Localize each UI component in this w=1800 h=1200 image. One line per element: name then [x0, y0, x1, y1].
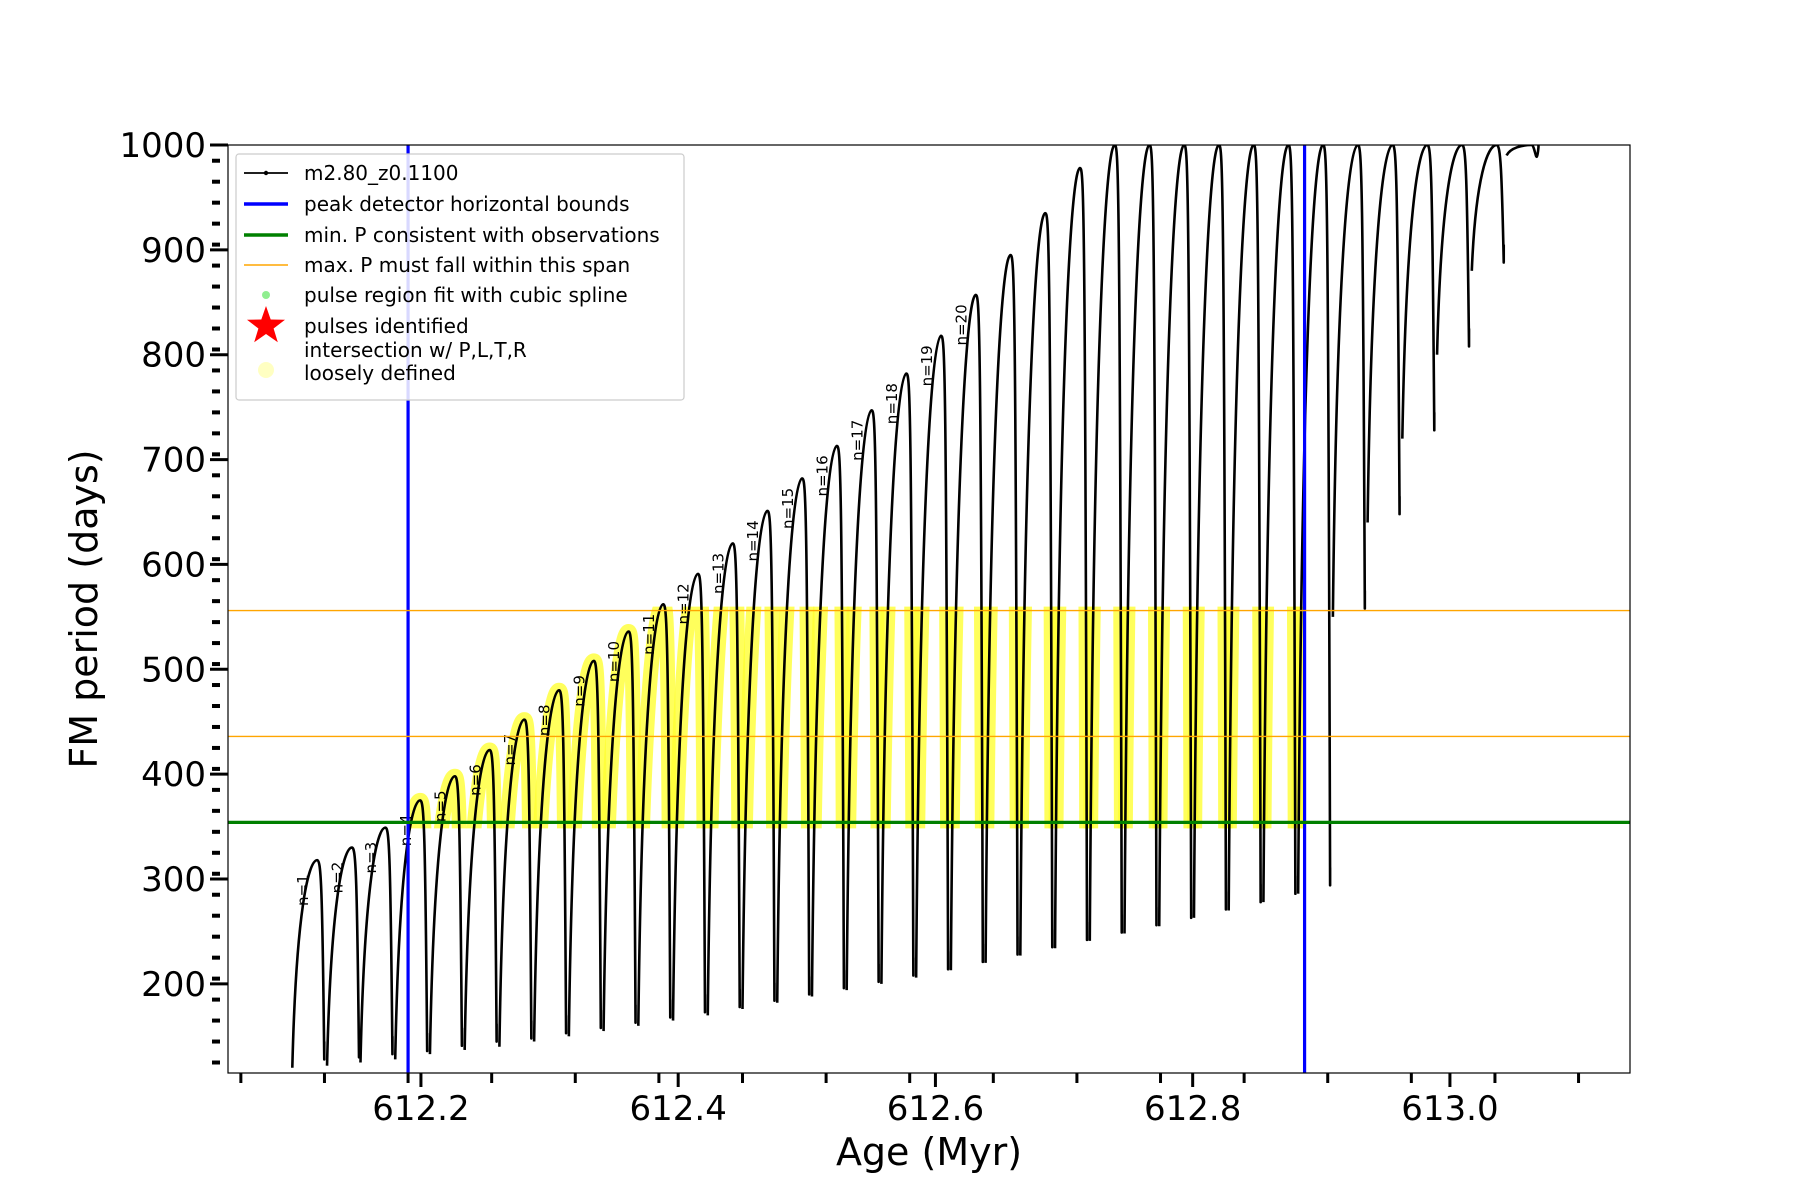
pulse-curve-14 — [741, 509, 776, 1010]
pulse-label-4: n=4 — [397, 815, 415, 847]
pulse-curve-5 — [428, 774, 464, 1055]
y-tick-label: 500 — [141, 650, 206, 690]
pulse-curve-4 — [393, 799, 429, 1060]
pulse-curve-11 — [637, 602, 672, 1026]
pulse-label-1: n=1 — [294, 874, 312, 906]
pulse-label-18: n=18 — [883, 383, 901, 424]
pulse-curve-17 — [845, 408, 880, 991]
x-tick-label: 613.0 — [1401, 1089, 1498, 1129]
x-tick-label: 612.6 — [887, 1089, 984, 1129]
y-tick-label: 1000 — [119, 126, 206, 166]
pulse-curve-6 — [463, 748, 498, 1050]
legend-box — [235, 153, 685, 401]
pulse-label-7: n=7 — [501, 734, 519, 766]
pulse-curve-16 — [810, 444, 846, 997]
pulse-curve-10 — [602, 630, 637, 1032]
y-tick-label: 200 — [141, 965, 206, 1005]
pulse-curve-13 — [706, 542, 742, 1016]
legend-label-2: peak detector horizontal bounds — [304, 192, 630, 216]
pulse-label-11: n=11 — [640, 614, 658, 655]
pulse-label-5: n=5 — [432, 790, 450, 822]
pulse-curve-19 — [914, 334, 950, 978]
pulse-curve-21 — [984, 253, 1019, 963]
pulse-curve-26 — [1157, 145, 1193, 927]
pulse-curve-8 — [532, 688, 568, 1042]
pulse-label-20: n=20 — [952, 304, 970, 345]
pulse-label-6: n=6 — [466, 764, 484, 796]
pulse-label-9: n=9 — [570, 675, 588, 707]
pulse-curve-20 — [949, 293, 985, 971]
y-axis-label: FM period (days) — [62, 449, 106, 768]
pulse-curve-15 — [775, 477, 811, 1003]
pulse-curve-12 — [671, 572, 707, 1021]
pulse-curve-1 — [291, 858, 326, 1068]
legend-label-3: min. P consistent with observations — [304, 223, 660, 247]
legend-label-7: intersection w/ P,L,T,R — [304, 338, 527, 362]
legend-marker-6 — [247, 306, 285, 343]
y-tick-label: 800 — [141, 336, 206, 376]
legend-label-4: max. P must fall within this span — [304, 253, 630, 277]
pulse-curve-23 — [1053, 166, 1089, 949]
pulse-curve-18 — [880, 372, 915, 984]
legend-label-6: pulses identified — [304, 314, 469, 338]
y-tick-label: 300 — [141, 860, 206, 900]
legend-marker-7 — [258, 362, 274, 378]
pulse-label-10: n=10 — [605, 641, 623, 682]
legend-marker-5 — [262, 291, 270, 299]
axes-frame — [227, 144, 1631, 1074]
pulse-curve-22 — [1019, 211, 1054, 956]
pulse-label-12: n=12 — [675, 583, 693, 624]
pulse-curve-3 — [359, 826, 394, 1063]
pulse-label-2: n=2 — [329, 862, 347, 894]
x-axis: 612.2 612.4 612.6 612.8 613.0 — [239, 1073, 1581, 1129]
y-tick-label: 700 — [141, 441, 206, 481]
pulse-curve-9 — [567, 659, 603, 1037]
legend-label-1: m2.80_z0.1100 — [304, 161, 459, 185]
legend-label-5: pulse region fit with cubic spline — [304, 283, 628, 307]
pulse-label-19: n=19 — [918, 345, 936, 386]
pulse-label-3: n=3 — [362, 842, 380, 874]
pulse-label-16: n=16 — [814, 455, 832, 496]
x-tick-label: 612.4 — [630, 1089, 727, 1129]
y-tick-label: 600 — [141, 545, 206, 585]
pulse-curve-7 — [498, 718, 533, 1047]
pulse-label-8: n=8 — [536, 704, 554, 736]
pulse-curve-2 — [325, 846, 361, 1066]
legend-label-7: loosely defined — [304, 361, 456, 385]
x-axis-label: Age (Myr) — [836, 1130, 1022, 1174]
pulse-label-17: n=17 — [848, 420, 866, 461]
y-axis: 200 300 400 500 600 700 800 900 1000 — [119, 126, 228, 1065]
pulse-label-15: n=15 — [779, 488, 797, 529]
pulse-label-13: n=13 — [709, 553, 727, 594]
y-tick-label: 400 — [141, 755, 206, 795]
pulse-label-14: n=14 — [744, 520, 762, 561]
x-tick-label: 612.8 — [1144, 1089, 1241, 1129]
y-tick-label: 900 — [141, 231, 206, 271]
x-tick-label: 612.2 — [372, 1089, 469, 1129]
